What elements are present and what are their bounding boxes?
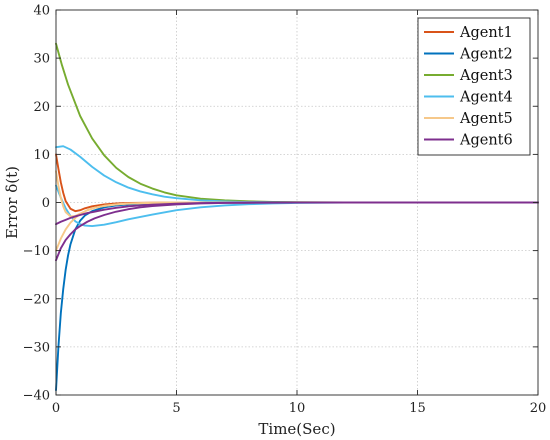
legend-label-agent6: Agent6 — [459, 133, 513, 149]
y-axis-label: Error δ(t) — [3, 166, 21, 239]
legend-label-agent1: Agent1 — [459, 25, 513, 41]
y-tick-label: 20 — [33, 100, 50, 115]
series-line-agent6-8 — [55, 201, 539, 226]
y-tick-label: 40 — [33, 4, 50, 19]
legend-label-agent3: Agent3 — [459, 68, 513, 84]
legend-label-agent2: Agent2 — [459, 47, 513, 63]
y-tick-label: −40 — [23, 389, 50, 404]
legend-label-agent5: Agent5 — [459, 111, 513, 127]
x-axis-label: Time(Sec) — [258, 420, 335, 438]
x-tick-label: 20 — [530, 401, 547, 416]
series-layer — [55, 42, 539, 392]
x-tick-label: 10 — [289, 401, 306, 416]
tick-layer: 0 5 10 15 20 −40 −30 −20 −10 0 10 20 30 40 — [23, 4, 547, 417]
legend: Agent1 Agent2 Agent3 Agent4 Agent5 Agent6 — [417, 17, 531, 156]
x-tick-label: 15 — [409, 401, 426, 416]
y-tick-label: 10 — [33, 148, 50, 163]
y-tick-label: 30 — [33, 52, 50, 67]
legend-box — [417, 17, 531, 156]
legend-items: Agent1 Agent2 Agent3 Agent4 Agent5 Agent6 — [424, 25, 513, 149]
y-tick-label: −10 — [23, 244, 50, 259]
y-tick-label: 0 — [42, 196, 50, 211]
y-tick-label: −30 — [23, 340, 50, 355]
y-tick-label: −20 — [23, 292, 50, 307]
series-line-agent5-6 — [55, 170, 539, 218]
x-tick-label: 5 — [172, 401, 180, 416]
x-tick-label: 0 — [52, 401, 60, 416]
legend-label-agent4: Agent4 — [459, 90, 513, 106]
